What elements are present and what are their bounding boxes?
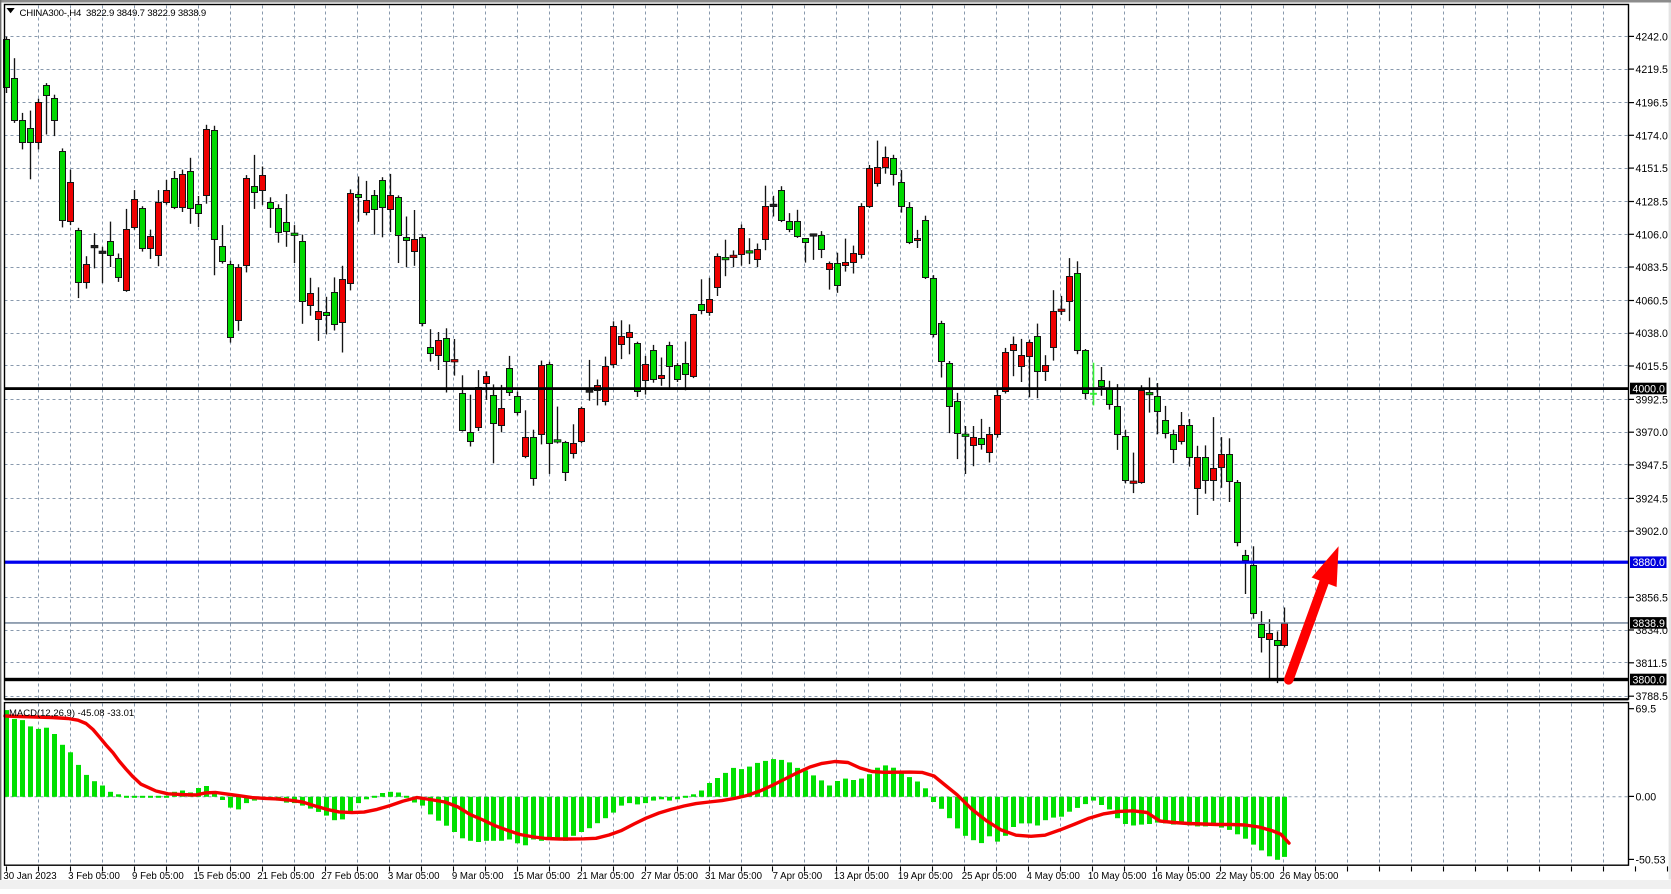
svg-text:9 Feb 05:00: 9 Feb 05:00 <box>132 871 184 882</box>
svg-text:3838.9: 3838.9 <box>1633 618 1666 630</box>
svg-text:MACD(12,26,9) -45.08 -33.01: MACD(12,26,9) -45.08 -33.01 <box>9 708 134 719</box>
svg-text:4038.0: 4038.0 <box>1636 328 1669 340</box>
svg-text:13 Apr 05:00: 13 Apr 05:00 <box>834 871 890 882</box>
svg-text:4174.0: 4174.0 <box>1636 130 1669 142</box>
svg-text:4060.5: 4060.5 <box>1636 296 1669 308</box>
svg-text:4128.5: 4128.5 <box>1636 197 1669 209</box>
svg-text:19 Apr 05:00: 19 Apr 05:00 <box>898 871 954 882</box>
svg-text:7 Apr 05:00: 7 Apr 05:00 <box>773 871 823 882</box>
svg-text:16 May 05:00: 16 May 05:00 <box>1152 871 1211 882</box>
svg-text:4 May 05:00: 4 May 05:00 <box>1027 871 1081 882</box>
svg-text:9 Mar 05:00: 9 Mar 05:00 <box>452 871 504 882</box>
svg-text:3788.5: 3788.5 <box>1636 691 1669 703</box>
svg-text:69.5: 69.5 <box>1636 704 1657 716</box>
svg-text:4242.0: 4242.0 <box>1636 31 1669 43</box>
svg-text:0.00: 0.00 <box>1636 791 1657 803</box>
svg-text:27 Mar 05:00: 27 Mar 05:00 <box>641 871 699 882</box>
svg-text:3902.0: 3902.0 <box>1636 526 1669 538</box>
svg-text:15 Feb 05:00: 15 Feb 05:00 <box>193 871 251 882</box>
svg-text:3 Mar 05:00: 3 Mar 05:00 <box>388 871 440 882</box>
svg-text:26 May 05:00: 26 May 05:00 <box>1280 871 1339 882</box>
svg-text:3880.0: 3880.0 <box>1633 557 1666 569</box>
svg-text:4219.5: 4219.5 <box>1636 64 1669 76</box>
svg-text:21 Mar 05:00: 21 Mar 05:00 <box>577 871 635 882</box>
svg-text:3970.0: 3970.0 <box>1636 427 1669 439</box>
svg-text:31 Mar 05:00: 31 Mar 05:00 <box>705 871 763 882</box>
svg-text:22 May 05:00: 22 May 05:00 <box>1216 871 1275 882</box>
svg-text:3924.5: 3924.5 <box>1636 493 1669 505</box>
svg-text:3856.5: 3856.5 <box>1636 592 1669 604</box>
svg-text:3811.5: 3811.5 <box>1636 658 1668 670</box>
svg-text:3 Feb 05:00: 3 Feb 05:00 <box>68 871 120 882</box>
svg-text:4015.5: 4015.5 <box>1636 361 1669 373</box>
svg-text:4196.5: 4196.5 <box>1636 98 1669 110</box>
svg-text:10 May 05:00: 10 May 05:00 <box>1088 871 1147 882</box>
svg-text:27 Feb 05:00: 27 Feb 05:00 <box>321 871 379 882</box>
svg-text:3992.5: 3992.5 <box>1636 394 1669 406</box>
svg-text:21 Feb 05:00: 21 Feb 05:00 <box>257 871 315 882</box>
svg-text:4106.0: 4106.0 <box>1636 229 1669 241</box>
svg-text:-50.53: -50.53 <box>1636 854 1666 866</box>
svg-text:30 Jan 2023: 30 Jan 2023 <box>3 871 56 882</box>
svg-text:3800.0: 3800.0 <box>1633 675 1666 687</box>
svg-text:4151.5: 4151.5 <box>1636 163 1669 175</box>
svg-text:4083.5: 4083.5 <box>1636 262 1669 274</box>
svg-text:15 Mar 05:00: 15 Mar 05:00 <box>513 871 571 882</box>
svg-text:CHINA300-,H4 3822.9 3849.7 38: CHINA300-,H4 3822.9 3849.7 3822.9 3838.9 <box>20 8 206 19</box>
svg-text:25 Apr 05:00: 25 Apr 05:00 <box>962 871 1018 882</box>
svg-text:4000.0: 4000.0 <box>1633 384 1666 396</box>
svg-text:3947.5: 3947.5 <box>1636 460 1669 472</box>
